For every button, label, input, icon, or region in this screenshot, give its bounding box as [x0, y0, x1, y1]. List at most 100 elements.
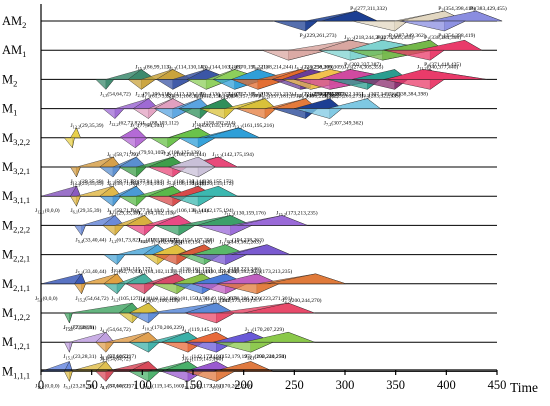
machine-label: M3,1,1 — [2, 189, 30, 205]
start-triangle — [126, 283, 157, 295]
operation-label: J5,2(77,94,104) — [130, 122, 164, 131]
operation-label: P1(383,429,455) — [470, 5, 507, 13]
start-triangle — [95, 342, 115, 353]
operation-label: P3(274,305,355) — [376, 34, 413, 42]
start-triangle — [383, 79, 445, 90]
operation-label: J10,2(110,134,148) — [171, 239, 212, 248]
operation-label: J5,2(91,106,116) — [167, 93, 203, 102]
operation-label: J17,1(192,230,254) — [245, 353, 287, 362]
operation-label: J12,1(29,35,39) — [70, 180, 103, 189]
operation-label: J1,3(54,64,72) — [100, 90, 131, 99]
operation-label: J10,2(101,115,127) — [138, 236, 179, 245]
start-triangle — [63, 342, 73, 353]
operation-label: J13,3(250,285,297) — [305, 90, 347, 99]
machine-label: M3,2,2 — [2, 131, 30, 147]
operation-label: J11,1(0,0,0) — [35, 382, 60, 391]
start-triangle — [127, 79, 157, 90]
operation-label: J15,1(126,155,172) — [192, 180, 234, 189]
start-triangle — [200, 108, 236, 119]
start-triangle — [74, 283, 86, 295]
operation-label: J7,2(307,349,362) — [324, 120, 363, 129]
end-triangle — [416, 39, 483, 51]
operation-label: P2(354,398,419) — [438, 5, 475, 13]
operation-label: J12,3(136,157,167) — [200, 90, 242, 99]
operation-label: J5,1(58,71,79) — [107, 207, 138, 216]
operation-label: J8,1(84,102,113) — [138, 268, 174, 277]
operation-label: J12,2(29,35,39) — [70, 178, 103, 187]
operation-label: J15,3(86,99,113) — [135, 63, 171, 72]
operation-label: J1,2(126,155,172) — [192, 122, 231, 131]
start-triangle — [236, 108, 277, 119]
operation-label: J10,3(193,221,232) — [252, 90, 294, 99]
operation-label: J10,1(110,134,148) — [138, 295, 179, 304]
operation-label: J15,1(173,213,235) — [251, 268, 293, 277]
start-triangle — [184, 371, 235, 382]
end-triangle — [243, 331, 315, 343]
operation-label: J3,1(54,64,72) — [100, 355, 131, 364]
operation-label: J13,2(136,157,167) — [218, 93, 260, 102]
operation-label: J7,1(106,130,144) — [167, 180, 206, 189]
start-triangle — [196, 225, 252, 236]
operation-label: J20,1(170,206,229) — [219, 295, 261, 304]
start-triangle — [120, 137, 148, 149]
start-triangle — [74, 225, 86, 236]
operation-label: J8,2(238,266,309) — [305, 63, 344, 72]
x-tick-label: 250 — [285, 378, 304, 392]
operation-label: J11,3(114,130,149) — [167, 63, 208, 72]
operation-label: J4,2(87,106,117) — [142, 297, 178, 306]
operation-label: J7,2(77,90,99) — [63, 324, 94, 333]
machine-label: M1,2,1 — [2, 335, 30, 351]
operation-label: J8,3(283,322,335) — [324, 90, 363, 99]
start-triangle — [168, 166, 217, 178]
operation-label: J12,2(62,73,82) — [109, 120, 142, 129]
operation-label: J8,1(87,106,117) — [100, 382, 136, 391]
start-triangle — [95, 371, 115, 382]
operation-label: J15,2(173,213,235) — [276, 209, 318, 218]
start-triangle — [352, 79, 409, 90]
operation-label: J10,2(79,93,105) — [129, 149, 165, 158]
operation-label: J11,1(149,182,203) — [219, 268, 260, 277]
operation-label: J10,2(157,181,191) — [259, 93, 301, 102]
operation-label: J5,1(0,0,0) — [35, 295, 58, 304]
time-axis: 0 50 100 150 200 250 300 350 400 450 — [38, 4, 506, 392]
start-triangle — [118, 166, 147, 178]
machine-label: M3,2,1 — [2, 160, 30, 176]
operation-label: J6,2(228,256,309) — [294, 63, 333, 72]
start-triangle — [126, 225, 157, 236]
start-triangle — [272, 20, 319, 32]
x-tick-label: 100 — [133, 378, 152, 392]
operation-label: J3,2(105,127,141) — [111, 295, 150, 304]
operation-label: J20,2(154,187,208) — [173, 236, 215, 245]
machine-label: M1 — [2, 102, 17, 118]
start-triangle — [399, 20, 466, 32]
operation-label: J10,2(142,173,191) — [210, 297, 252, 306]
operation-label: J16,2(136,161,177) — [171, 266, 213, 275]
operation-label: J8,2(194,238,263) — [224, 236, 263, 245]
operation-label: J15,2(126,155,172) — [192, 178, 234, 187]
operation-label: J16,1(81,150,176) — [171, 295, 210, 304]
operation-label: J10,1(110,134,148) — [171, 268, 212, 277]
operation-label: J2,2(170,191,221) — [229, 63, 268, 72]
end-triangle — [237, 215, 308, 226]
start-triangle — [178, 137, 217, 149]
operation-label: J6,1(58,71,79) — [107, 180, 138, 189]
x-tick-label: 150 — [184, 378, 203, 392]
operation-label: J6,1(29,35,39) — [70, 207, 101, 216]
operation-glyphs — [40, 10, 503, 382]
start-triangle — [213, 342, 274, 353]
start-triangle — [70, 166, 81, 178]
operation-label: J6,2(77,94,104) — [130, 178, 164, 187]
start-triangle — [63, 371, 73, 382]
operation-label: J1,2(61,73,82) — [142, 93, 173, 102]
operation-label: J10,2(218,244,283) — [344, 34, 386, 43]
machine-label: AM2 — [2, 14, 26, 30]
operation-label: J6,2(88,103,112) — [142, 120, 178, 129]
operation-label: J1,1(62,75,83) — [111, 268, 142, 277]
operation-label: P2(307,349,362) — [389, 32, 426, 40]
operation-label: J11,2(340,377,440) — [417, 63, 458, 72]
operation-label: J15,1(23,28,31) — [63, 353, 96, 362]
start-triangle — [103, 283, 126, 295]
start-triangle — [352, 20, 409, 32]
start-triangle — [99, 166, 122, 178]
